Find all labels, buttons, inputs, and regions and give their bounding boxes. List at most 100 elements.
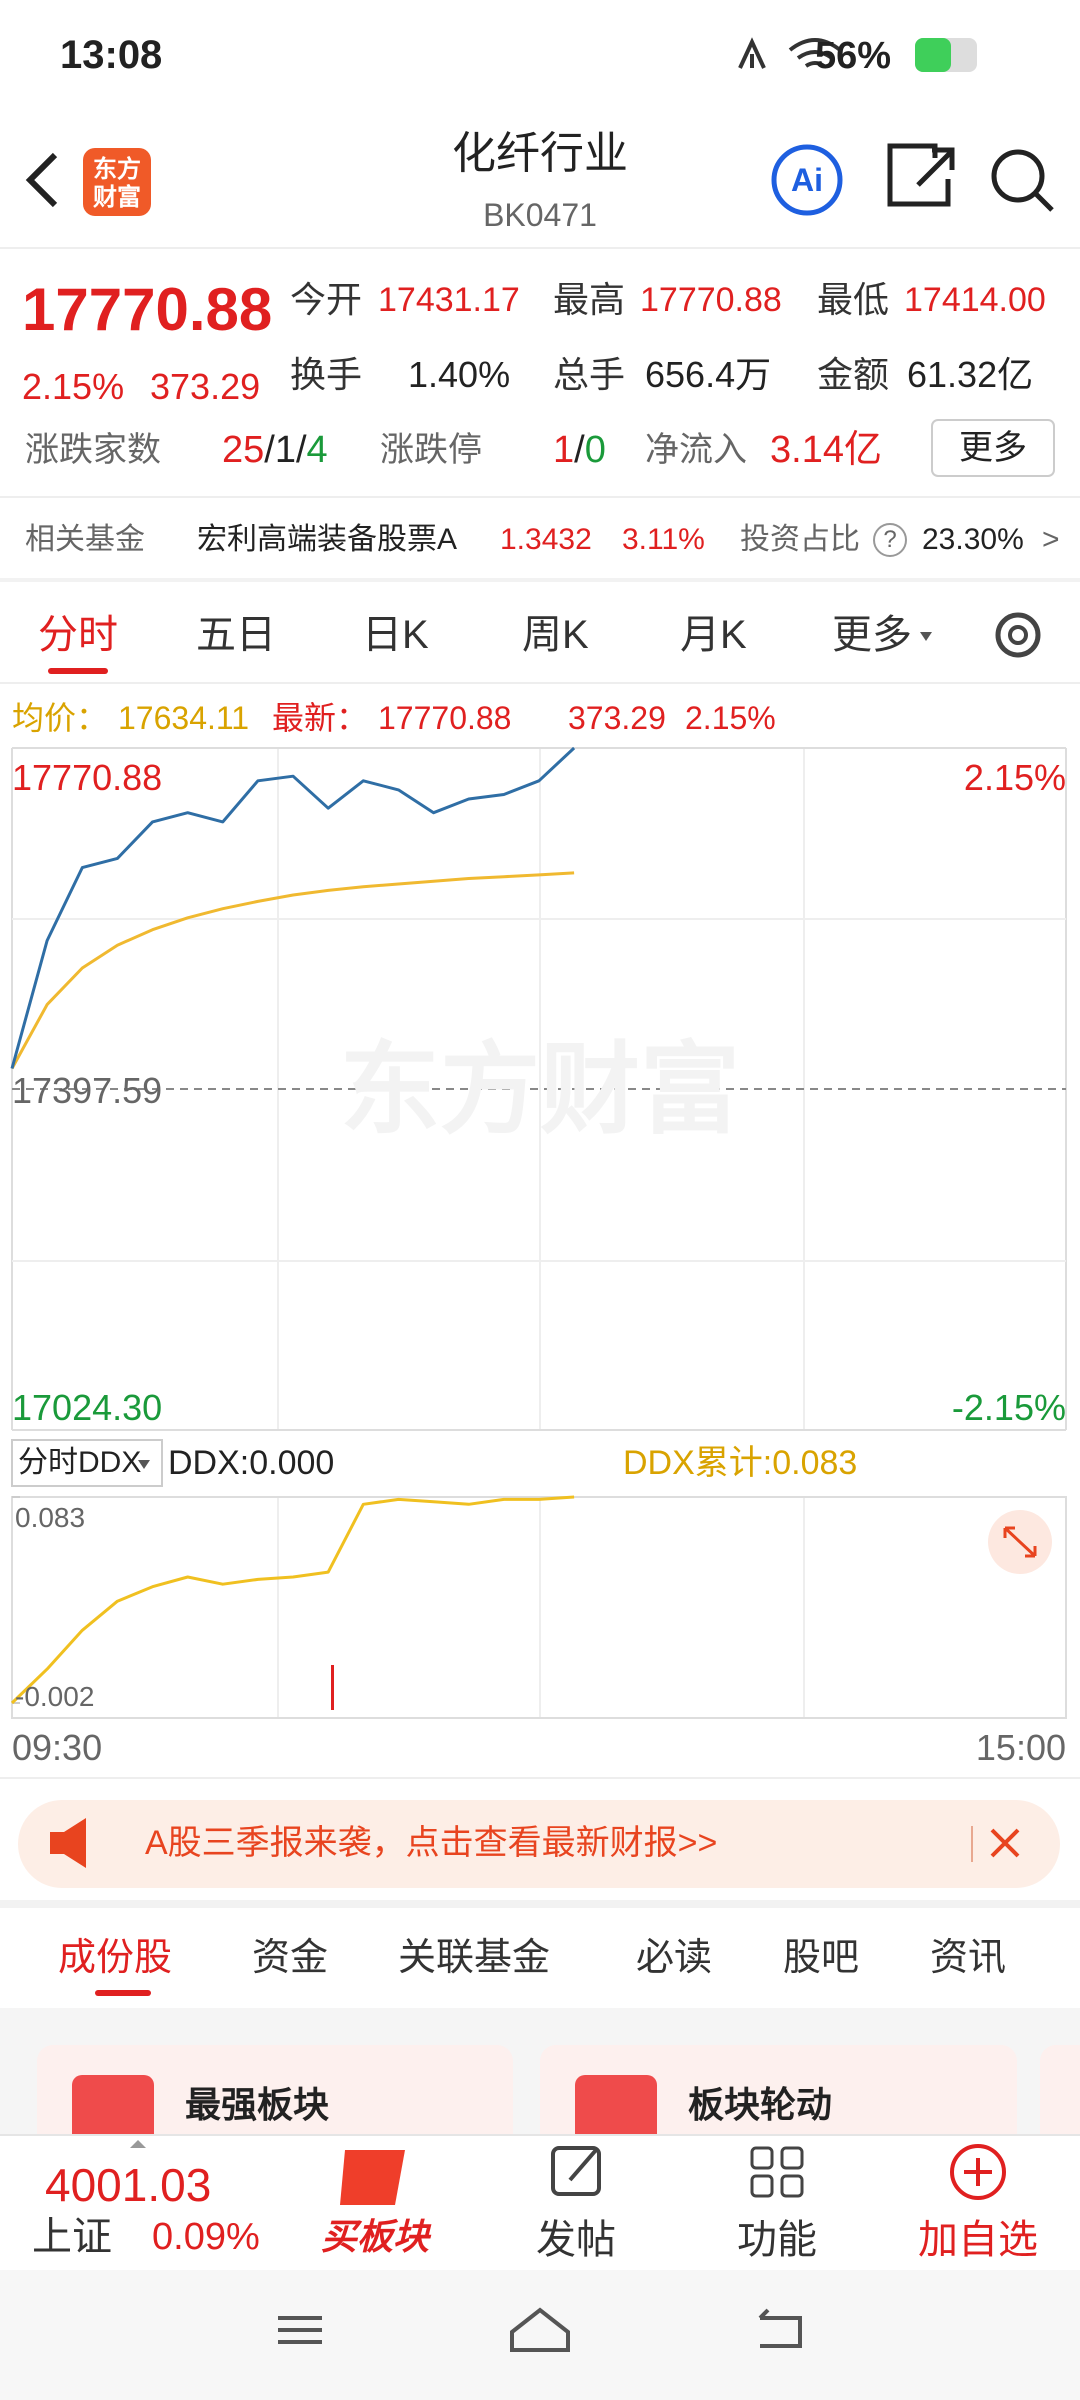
signal-icon bbox=[738, 37, 766, 69]
share-icon bbox=[887, 143, 955, 207]
label: 换手 bbox=[290, 354, 363, 395]
ddx-selector-text[interactable]: 分时DDX bbox=[18, 1446, 142, 1479]
buy-icon bbox=[340, 2150, 405, 2205]
sep: / bbox=[264, 429, 275, 471]
value: 17431.17 bbox=[378, 281, 520, 319]
divider bbox=[0, 578, 1080, 582]
search-icon bbox=[991, 149, 1045, 203]
banner-text[interactable]: A股三季报来袭，点击查看最新财报>> bbox=[145, 1824, 718, 1862]
value: 656.4万 bbox=[645, 354, 772, 395]
tab[interactable]: 股吧 bbox=[783, 1937, 860, 1979]
label: 投资占比 bbox=[740, 523, 860, 556]
help-icon bbox=[873, 523, 907, 557]
tab[interactable]: 月K bbox=[680, 613, 747, 657]
tab[interactable]: 更多 bbox=[832, 613, 912, 657]
sep: / bbox=[295, 429, 307, 471]
battery-level bbox=[915, 38, 951, 72]
tab[interactable]: 必读 bbox=[636, 1937, 713, 1979]
ddx-chart bbox=[10, 1495, 1067, 1719]
tab[interactable]: 五日 bbox=[196, 613, 276, 657]
more-button bbox=[931, 419, 1055, 477]
y-tick-label: 0.083 bbox=[15, 1502, 86, 1533]
megaphone-icon bbox=[50, 1818, 86, 1868]
value: 1.3432 bbox=[500, 523, 592, 556]
tab-underline bbox=[95, 1990, 151, 1996]
value: 17414.00 bbox=[904, 281, 1046, 319]
price-line bbox=[10, 746, 576, 1069]
ai-icon bbox=[771, 144, 843, 216]
close-icon bbox=[990, 1828, 1020, 1858]
frame bbox=[11, 1496, 1067, 1719]
avg-line bbox=[10, 871, 575, 1070]
y-tick-label: -0.002 bbox=[15, 1681, 95, 1712]
index-name: 上证 bbox=[32, 2215, 112, 2259]
value: 17770.88 bbox=[640, 281, 782, 319]
post-pen bbox=[568, 2148, 598, 2182]
back-nav-icon bbox=[758, 2308, 802, 2348]
value: 17770.88 bbox=[378, 700, 512, 736]
ddx-selector bbox=[11, 1439, 163, 1487]
dropdown-icon bbox=[138, 1460, 150, 1469]
fund-name[interactable]: 宏利高端装备股票A bbox=[197, 523, 458, 556]
pct-label: 2.15% bbox=[963, 757, 1066, 798]
battery-text: 56% bbox=[815, 35, 892, 77]
limit: 1/0 bbox=[553, 431, 606, 469]
label: 涨跌停 bbox=[380, 431, 482, 469]
home-icon bbox=[510, 2307, 570, 2352]
post-icon bbox=[551, 2146, 601, 2196]
logo bbox=[83, 148, 151, 216]
func-icon bbox=[780, 2146, 804, 2170]
more-button-text[interactable]: 更多 bbox=[959, 429, 1027, 467]
page-title: 化纤行业 bbox=[452, 129, 628, 178]
price: 17770.88 bbox=[22, 276, 273, 343]
y-tick-label: 17024.30 bbox=[12, 1387, 163, 1428]
down-count: 4 bbox=[306, 429, 328, 471]
tab[interactable]: 周K bbox=[522, 613, 589, 657]
value: 373.29 bbox=[568, 700, 666, 736]
arrow-icon bbox=[130, 2140, 146, 2148]
func-icon bbox=[750, 2174, 774, 2198]
help: ? bbox=[883, 526, 897, 553]
tab[interactable]: 成份股 bbox=[58, 1937, 173, 1979]
sep: / bbox=[574, 429, 585, 471]
bottom-bar bbox=[0, 2135, 1080, 2270]
divider bbox=[0, 496, 1080, 498]
tab[interactable]: 资金 bbox=[252, 1937, 329, 1979]
nav-button[interactable]: 发帖 bbox=[536, 2218, 616, 2262]
card-title[interactable]: 板块轮动 bbox=[688, 2084, 833, 2125]
watermark: 东方财富 bbox=[340, 1034, 740, 1146]
up-count: 25 bbox=[222, 429, 265, 471]
divider bbox=[0, 1900, 1080, 1908]
tab-underline bbox=[48, 668, 108, 674]
value: 2.15% bbox=[685, 700, 776, 736]
y-tick-label: 17397.59 bbox=[12, 1070, 163, 1111]
add-icon bbox=[950, 2144, 1006, 2200]
label: 均价： bbox=[12, 700, 109, 736]
intraday-chart bbox=[10, 746, 1067, 1431]
value: 1.40% bbox=[408, 354, 511, 395]
tab[interactable]: 关联基金 bbox=[398, 1937, 551, 1979]
back-icon bbox=[25, 152, 58, 208]
ai-text[interactable]: Ai bbox=[791, 162, 823, 198]
pct-label: -2.15% bbox=[951, 1387, 1066, 1428]
x-tick-label: 09:30 bbox=[12, 1727, 103, 1768]
ddx-value: DDX:0.000 bbox=[168, 1444, 335, 1482]
card-title[interactable]: 最强板块 bbox=[185, 2084, 330, 2125]
nav-button[interactable]: 加自选 bbox=[918, 2218, 1038, 2262]
ddx-line bbox=[10, 1495, 575, 1705]
tab[interactable]: 分时 bbox=[38, 613, 118, 657]
ddx-total: DDX累计:0.083 bbox=[623, 1444, 858, 1482]
add-plus bbox=[964, 2158, 992, 2186]
nav-button[interactable]: 功能 bbox=[737, 2218, 817, 2262]
time: 13:08 bbox=[60, 33, 163, 77]
value: 23.30% bbox=[922, 523, 1024, 556]
nav-button[interactable]: 买板块 bbox=[320, 2216, 430, 2257]
tab[interactable]: 日K bbox=[362, 613, 429, 657]
card-icon bbox=[575, 2075, 657, 2145]
divider bbox=[0, 1777, 1080, 1779]
tab[interactable]: 资讯 bbox=[930, 1937, 1007, 1979]
divider bbox=[0, 682, 1080, 684]
menu-icon bbox=[278, 2316, 322, 2344]
arrow: > bbox=[1042, 523, 1060, 556]
